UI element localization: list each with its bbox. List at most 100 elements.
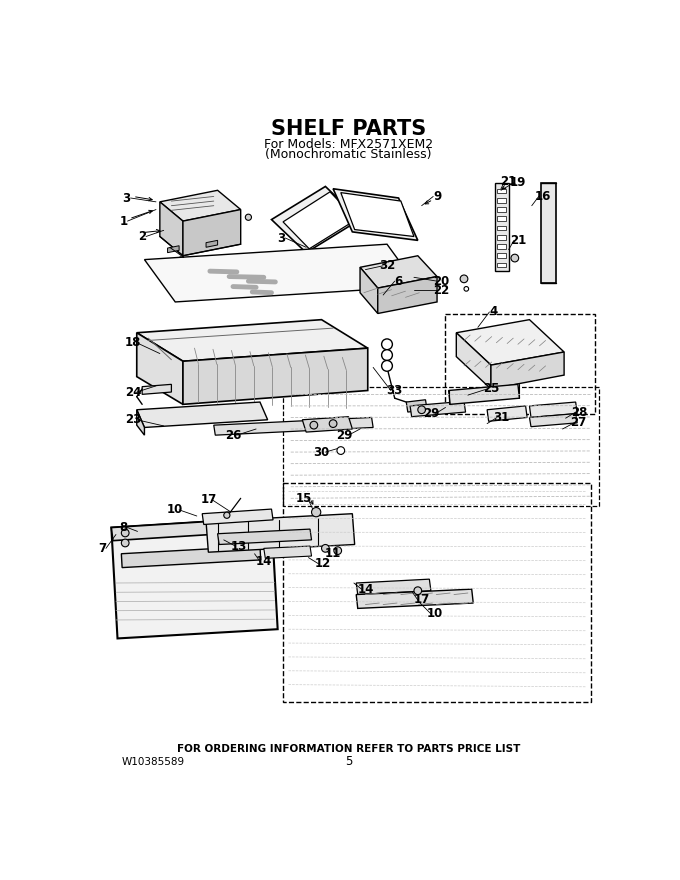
Text: 10: 10 — [167, 503, 184, 517]
Polygon shape — [144, 244, 418, 302]
Polygon shape — [497, 262, 507, 268]
Text: 15: 15 — [296, 492, 312, 505]
Text: 19: 19 — [510, 176, 526, 189]
Text: 23: 23 — [124, 414, 141, 426]
Circle shape — [311, 508, 321, 517]
Polygon shape — [214, 417, 373, 435]
Text: 29: 29 — [337, 429, 353, 442]
Bar — [445, 313, 595, 414]
Polygon shape — [456, 333, 491, 389]
Polygon shape — [356, 579, 431, 595]
Text: 24: 24 — [124, 385, 141, 399]
Text: W10385589: W10385589 — [121, 757, 184, 766]
Text: 6: 6 — [394, 275, 403, 288]
Text: 33: 33 — [386, 384, 403, 397]
Polygon shape — [333, 188, 418, 240]
Circle shape — [334, 546, 341, 554]
Polygon shape — [206, 240, 218, 247]
Text: For Models: MFX2571XEM2: For Models: MFX2571XEM2 — [264, 137, 433, 150]
Circle shape — [310, 422, 318, 429]
Circle shape — [329, 420, 337, 428]
Text: 2: 2 — [138, 230, 146, 243]
Polygon shape — [497, 244, 507, 249]
Text: 17: 17 — [200, 494, 216, 506]
Polygon shape — [497, 198, 507, 202]
Polygon shape — [497, 253, 507, 258]
Circle shape — [460, 275, 468, 282]
Polygon shape — [497, 207, 507, 212]
Polygon shape — [541, 182, 556, 282]
Polygon shape — [360, 256, 437, 288]
Text: 22: 22 — [432, 284, 449, 297]
Text: 4: 4 — [489, 305, 497, 319]
Polygon shape — [491, 352, 564, 389]
Text: 26: 26 — [225, 429, 241, 442]
Text: SHELF PARTS: SHELF PARTS — [271, 119, 426, 139]
Text: (Monochromatic Stainless): (Monochromatic Stainless) — [265, 149, 432, 161]
Polygon shape — [497, 216, 507, 221]
Text: 28: 28 — [571, 406, 588, 419]
Polygon shape — [112, 517, 273, 540]
Polygon shape — [160, 190, 241, 221]
Polygon shape — [137, 410, 144, 435]
Text: 32: 32 — [379, 260, 395, 272]
Text: 10: 10 — [426, 607, 443, 620]
Polygon shape — [167, 246, 179, 253]
Polygon shape — [271, 187, 360, 253]
Text: FOR ORDERING INFORMATION REFER TO PARTS PRICE LIST: FOR ORDERING INFORMATION REFER TO PARTS … — [177, 744, 520, 753]
Polygon shape — [137, 333, 183, 405]
Text: 7: 7 — [98, 542, 106, 555]
Polygon shape — [497, 225, 507, 231]
Polygon shape — [218, 529, 311, 545]
Polygon shape — [360, 268, 378, 313]
Circle shape — [418, 406, 426, 414]
Circle shape — [414, 587, 422, 595]
Polygon shape — [137, 402, 268, 428]
Circle shape — [464, 287, 469, 291]
Polygon shape — [160, 202, 183, 256]
Text: 16: 16 — [534, 190, 551, 203]
Circle shape — [245, 214, 252, 220]
Polygon shape — [410, 401, 466, 416]
Text: 13: 13 — [231, 539, 248, 553]
Text: 12: 12 — [314, 557, 330, 570]
Polygon shape — [264, 546, 311, 558]
Polygon shape — [202, 509, 273, 524]
Circle shape — [337, 447, 345, 454]
Polygon shape — [183, 348, 368, 405]
Bar — [283, 483, 591, 702]
Polygon shape — [206, 514, 355, 553]
Polygon shape — [142, 385, 171, 394]
Polygon shape — [530, 402, 577, 417]
Polygon shape — [497, 235, 507, 239]
Text: 25: 25 — [483, 383, 499, 395]
Polygon shape — [530, 414, 577, 427]
Text: 3: 3 — [277, 231, 286, 245]
Text: 21: 21 — [510, 234, 526, 247]
Polygon shape — [495, 182, 509, 271]
Circle shape — [322, 545, 329, 553]
Polygon shape — [121, 546, 260, 568]
Polygon shape — [283, 192, 356, 249]
Text: 18: 18 — [124, 336, 141, 349]
Text: 20: 20 — [432, 275, 449, 288]
Text: 27: 27 — [570, 416, 586, 429]
Text: 21: 21 — [500, 174, 517, 187]
Polygon shape — [183, 209, 241, 256]
Polygon shape — [341, 193, 414, 237]
Circle shape — [381, 349, 392, 361]
Polygon shape — [303, 416, 352, 432]
Circle shape — [224, 512, 230, 518]
Text: 14: 14 — [256, 555, 272, 568]
Bar — [283, 386, 599, 506]
Circle shape — [121, 529, 129, 537]
Polygon shape — [497, 188, 507, 194]
Circle shape — [381, 339, 392, 349]
Polygon shape — [112, 517, 277, 639]
Text: 8: 8 — [120, 521, 128, 534]
Text: 17: 17 — [413, 593, 430, 606]
Circle shape — [121, 539, 129, 546]
Polygon shape — [356, 590, 473, 608]
Text: 11: 11 — [325, 547, 341, 561]
Text: 5: 5 — [345, 755, 352, 768]
